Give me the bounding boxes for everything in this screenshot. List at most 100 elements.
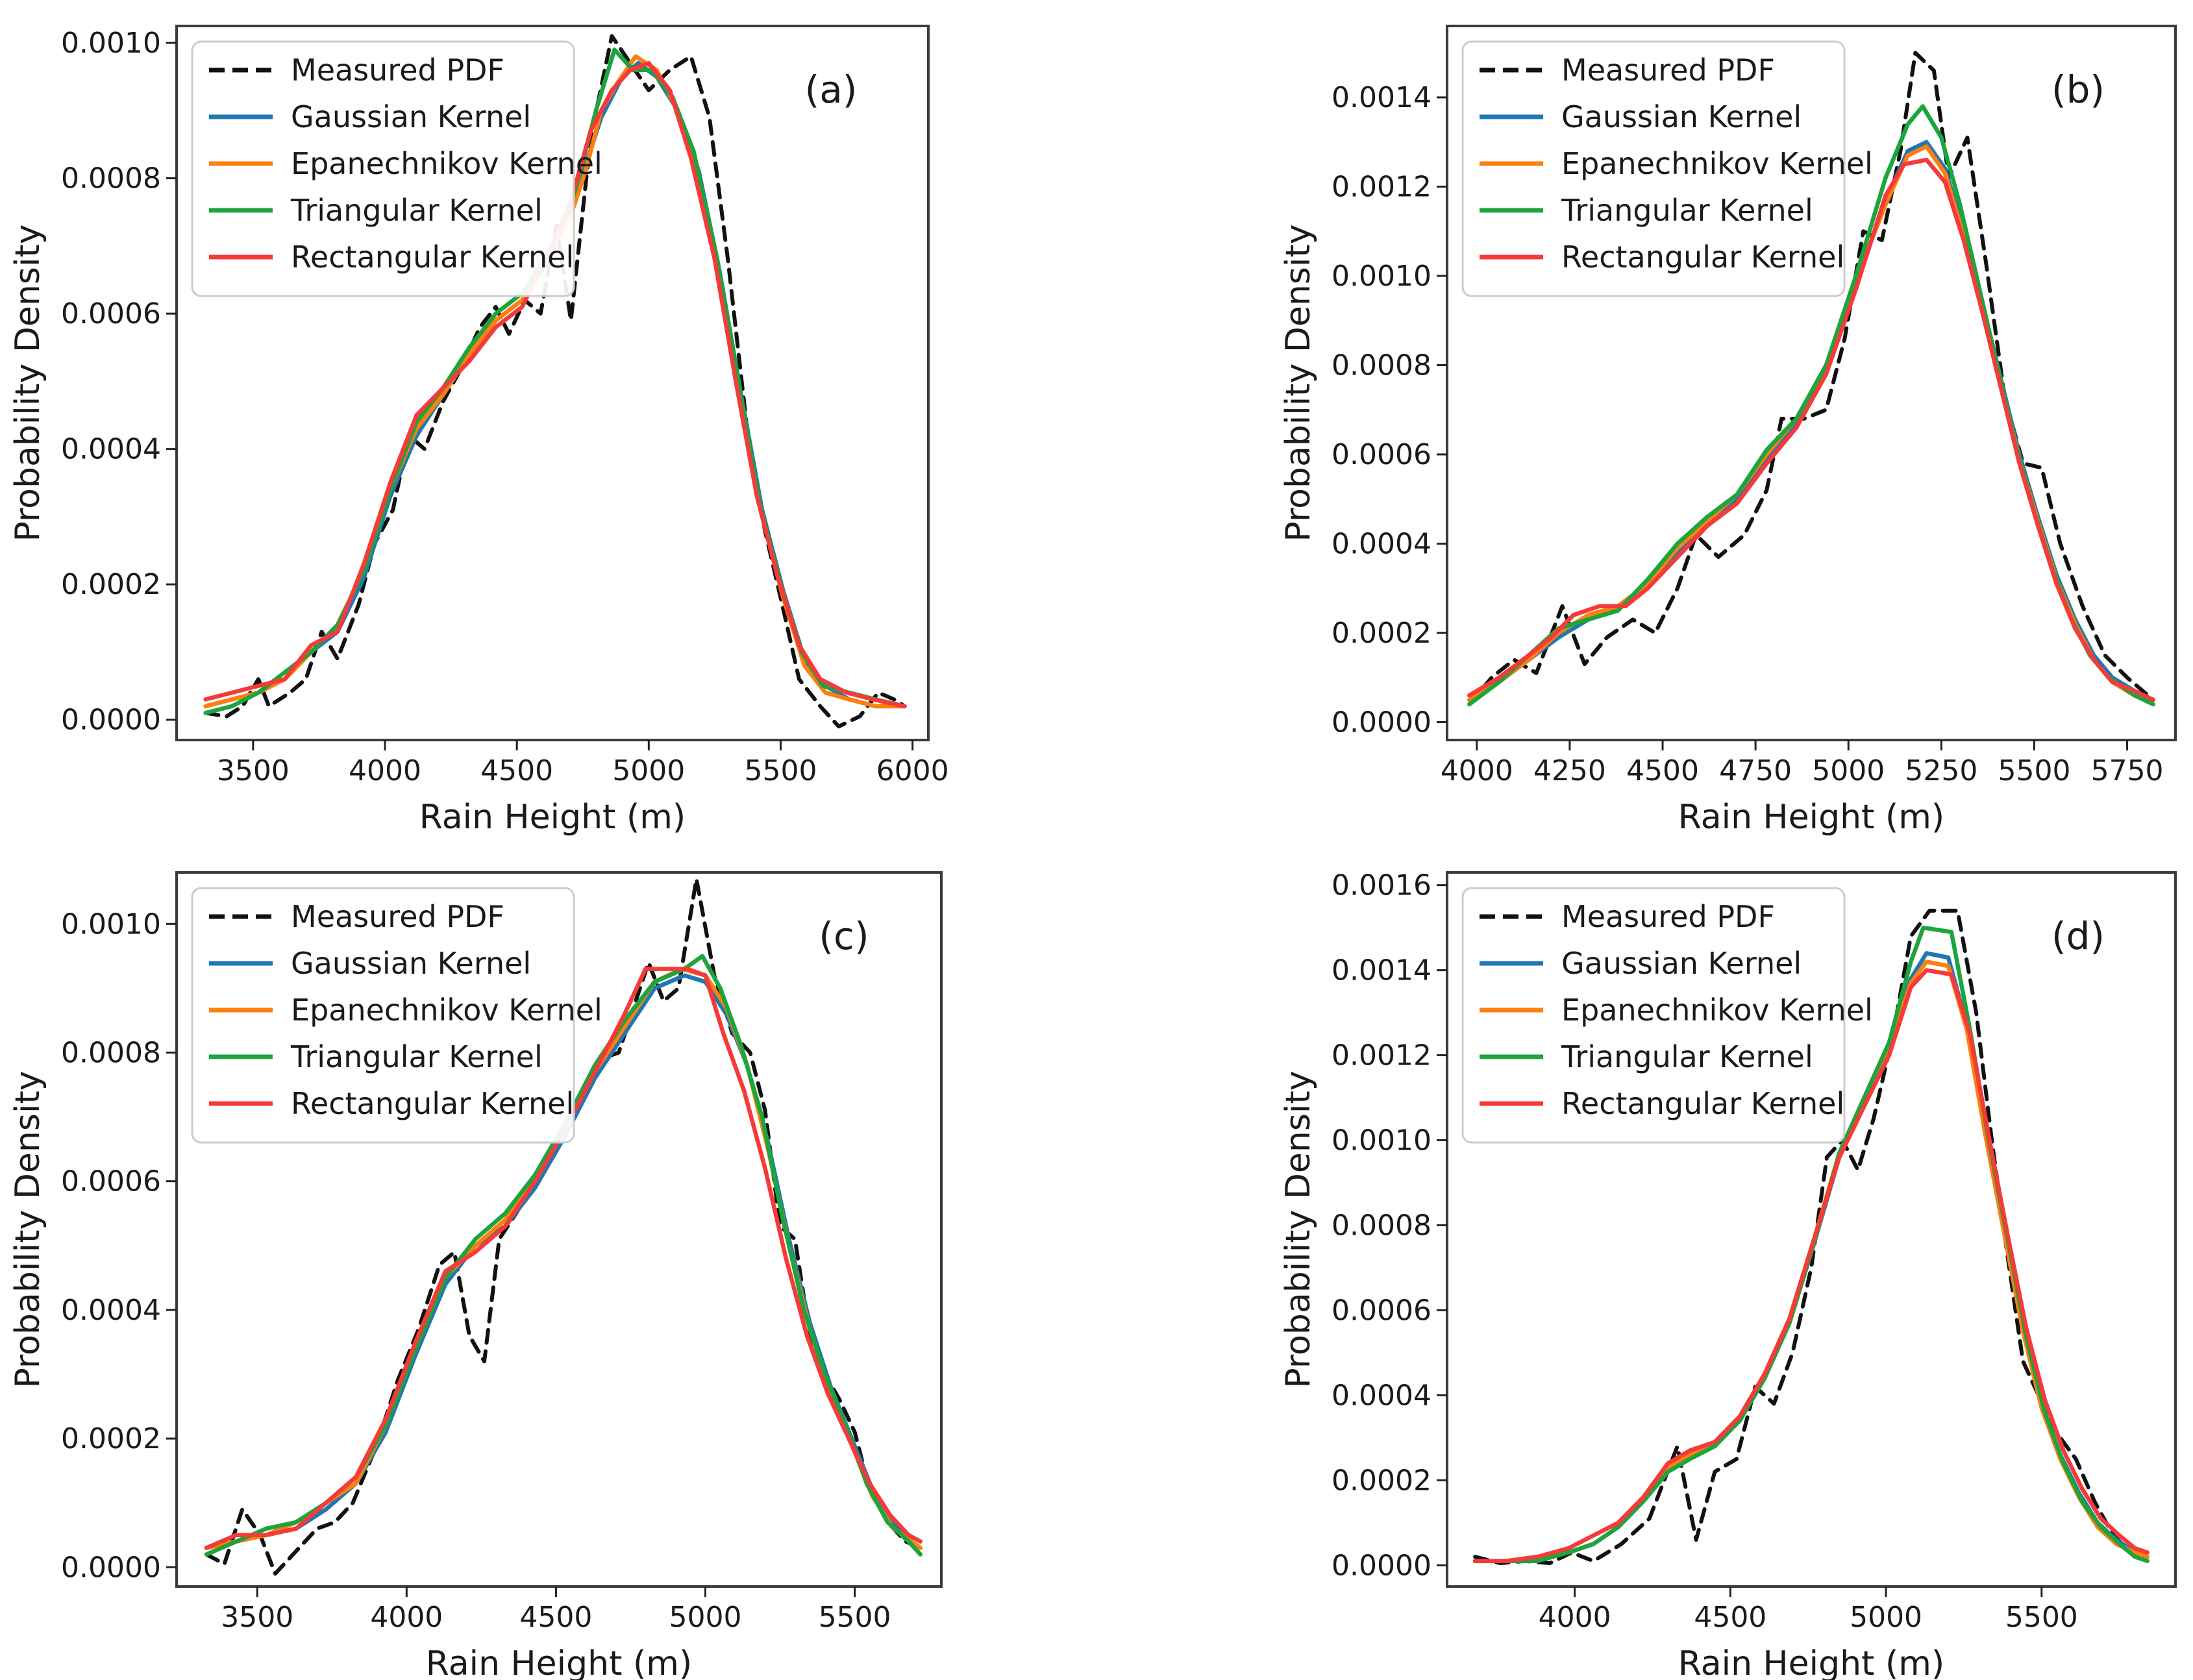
y-tick-label: 0.0002 [61, 568, 161, 601]
legend-label-epanechnikov-kernel: Epanechnikov Kernel [1561, 146, 1873, 181]
x-tick-label: 5500 [2005, 1601, 2078, 1634]
legend-label-rectangular-kernel: Rectangular Kernel [1561, 240, 1844, 275]
legend-label-rectangular-kernel: Rectangular Kernel [291, 240, 574, 275]
y-tick-label: 0.0010 [61, 27, 161, 60]
chart-panel-c-svg: 3500 4000 4500 5000 55000.00000.00020.00040.… [8, 871, 943, 1680]
y-tick-label: 0.0000 [61, 704, 161, 737]
chart-panel-d-svg: 4000 4500 5000 5500 0.0000 0.0002 0.0004 0.0006… [1279, 869, 2177, 1680]
legend-label-gaussian-kernel: Gaussian Kernel [1561, 946, 1802, 981]
series-rectangular-kernel [203, 61, 907, 709]
series-triangular-kernel [1472, 925, 2150, 1563]
legend-label-gaussian-kernel: Gaussian Kernel [291, 99, 531, 134]
legend-label-rectangular-kernel: Rectangular Kernel [1561, 1086, 1844, 1121]
x-tick-label: 4500 [480, 754, 553, 787]
x-axis-label: Rain Height (m) [1678, 798, 1944, 837]
x-tick-label: 3500 [221, 1601, 293, 1634]
x-tick-label: 5500 [1998, 754, 2070, 787]
x-axis-label: Rain Height (m) [426, 1644, 692, 1680]
y-tick-label: 0.0010 [61, 908, 161, 941]
y-tick-label: 0.0002 [61, 1422, 161, 1455]
x-tick-labels: 4000 4250 4500 4750 5000 5250 5500 5750 [1441, 740, 2164, 787]
x-tick-label: 4500 [1694, 1601, 1766, 1634]
chart-panel-b: 4000 4250 4500 4750 5000 5250 5500 5750 0.0000 0.… [1096, 0, 2193, 840]
y-tick-label: 0.0008 [1332, 349, 1431, 382]
x-tick-label: 3500 [217, 754, 290, 787]
series-lines [204, 876, 923, 1576]
y-tick-label: 0.0008 [61, 162, 161, 195]
x-tick-labels: 3500 4000 4500 5000 5500 6000 [217, 740, 949, 787]
legend-label-triangular-kernel: Triangular Kernel [290, 1039, 543, 1074]
legend-label-triangular-kernel: Triangular Kernel [1561, 1039, 1813, 1074]
x-tick-labels: 3500 4000 4500 5000 5500 [221, 1587, 891, 1634]
y-axis-label: Probability Density [8, 224, 47, 541]
x-tick-label: 4000 [1441, 754, 1513, 787]
x-axis-label: Rain Height (m) [419, 798, 686, 837]
x-tick-label: 5000 [612, 754, 685, 787]
legend-label-measured-pdf: Measured PDF [1561, 899, 1775, 934]
x-tick-label: 4250 [1533, 754, 1606, 787]
x-tick-label: 6000 [876, 754, 949, 787]
legend-label-triangular-kernel: Triangular Kernel [290, 193, 543, 228]
x-tick-label: 5500 [819, 1601, 891, 1634]
y-tick-label: 0.0012 [1332, 171, 1431, 204]
legend: Measured PDF Gaussian Kernel Epanechnikov … [1461, 40, 1873, 297]
x-tick-label: 5000 [1850, 1601, 1922, 1634]
y-tick-label: 0.0006 [61, 297, 161, 330]
panel-label: (b) [2051, 68, 2105, 112]
y-tick-label: 0.0002 [1332, 617, 1431, 650]
x-tick-label: 4000 [1539, 1601, 1611, 1634]
panel-label: (a) [805, 68, 858, 112]
y-tick-label: 0.0012 [1332, 1039, 1431, 1072]
legend-label-measured-pdf: Measured PDF [291, 899, 504, 934]
y-tick-labels: 0.0000 0.0002 0.0004 0.0006 0.0008 0.0010 [61, 27, 177, 737]
y-tick-labels: 0.0000 0.0002 0.0004 0.0006 0.0008 0.0010 [61, 908, 177, 1584]
legend-label-measured-pdf: Measured PDF [291, 53, 504, 88]
y-tick-labels: 0.0000 0.0002 0.0004 0.0006 0.0008 0.0010 0.00… [1332, 81, 1447, 739]
x-tick-label: 4000 [349, 754, 421, 787]
y-tick-label: 0.0002 [1332, 1464, 1431, 1497]
y-tick-label: 0.0006 [1332, 438, 1431, 471]
series-rectangular-kernel [1472, 968, 2150, 1563]
legend-label-epanechnikov-kernel: Epanechnikov Kernel [1561, 993, 1873, 1028]
chart-panel-a-svg: 3500 4000 4500 5000 5500 60000.00000.00020.00… [8, 25, 949, 837]
legend-label-triangular-kernel: Triangular Kernel [1561, 193, 1813, 228]
y-tick-label: 0.0000 [1332, 1549, 1431, 1582]
series-rectangular-kernel [204, 967, 923, 1550]
y-tick-label: 0.0016 [1332, 869, 1431, 902]
x-tick-label: 4500 [519, 1601, 592, 1634]
y-axis-label: Probability Density [1279, 224, 1318, 541]
y-tick-label: 0.0004 [1332, 1379, 1431, 1412]
panel-label: (c) [819, 914, 869, 958]
x-tick-label: 4000 [370, 1601, 443, 1634]
panel-label: (d) [2051, 914, 2105, 958]
x-tick-label: 4750 [1719, 754, 1792, 787]
chart-panel-c: 3500 4000 4500 5000 5500 0.0000 0.0002 0.0004 0.… [0, 840, 1096, 1680]
series-measured-pdf [1467, 51, 2155, 706]
legend-label-epanechnikov-kernel: Epanechnikov Kernel [291, 146, 602, 181]
x-axis-label: Rain Height (m) [1678, 1644, 1944, 1680]
chart-panel-d: 4000 4500 5000 5500 0.0000 0.0002 0.0004 0.0006… [1096, 840, 2193, 1680]
y-tick-label: 0.0014 [1332, 81, 1431, 114]
series-lines [1467, 51, 2155, 707]
y-tick-label: 0.0010 [1332, 1124, 1431, 1157]
x-tick-label: 4500 [1626, 754, 1699, 787]
chart-panel-b-svg: 4000 4250 4500 4750 5000 5250 5500 57500.00000.… [1279, 25, 2177, 837]
legend-label-measured-pdf: Measured PDF [1561, 53, 1775, 88]
y-tick-label: 0.0006 [61, 1165, 161, 1198]
legend-label-rectangular-kernel: Rectangular Kernel [291, 1086, 574, 1121]
x-tick-label: 5000 [1812, 754, 1885, 787]
y-tick-label: 0.0004 [61, 433, 161, 466]
legend: Measured PDF Gaussian Kernel Epanechnikov … [1461, 887, 1873, 1144]
y-tick-label: 0.0010 [1332, 260, 1431, 293]
legend: Measured PDF Gaussian Kernel Epanechnikov … [191, 887, 602, 1144]
x-tick-labels: 4000 4500 5000 5500 [1539, 1587, 2078, 1634]
y-tick-label: 0.0006 [1332, 1294, 1431, 1327]
legend-label-gaussian-kernel: Gaussian Kernel [1561, 99, 1802, 134]
y-tick-label: 0.0008 [1332, 1209, 1431, 1242]
y-tick-label: 0.0004 [1332, 528, 1431, 561]
y-tick-label: 0.0014 [1332, 954, 1431, 987]
series-rectangular-kernel [1467, 157, 2155, 702]
legend: Measured PDF Gaussian Kernel Epanechnikov … [191, 40, 602, 297]
x-tick-label: 5250 [1905, 754, 1977, 787]
